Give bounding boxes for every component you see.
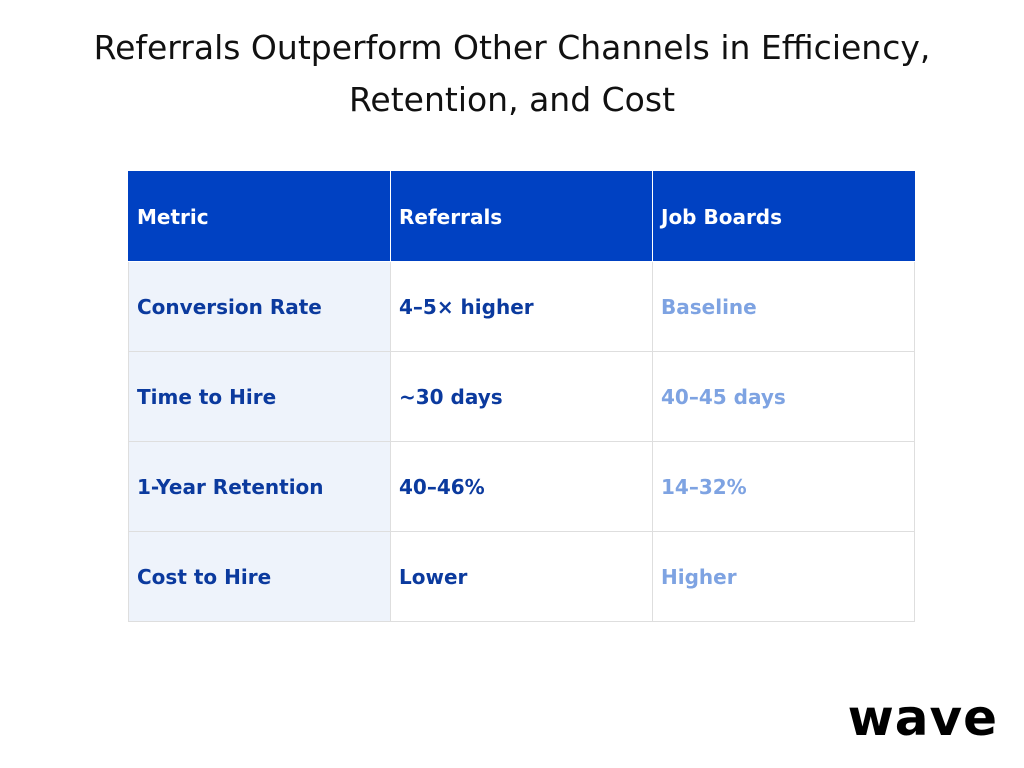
job-boards-cell: Higher — [652, 531, 915, 622]
metric-cell: Cost to Hire — [128, 531, 391, 622]
table-row: Cost to Hire Lower Higher — [128, 531, 915, 622]
referrals-cell: 4–5× higher — [390, 261, 653, 352]
metric-cell: Conversion Rate — [128, 261, 391, 352]
metric-cell: Time to Hire — [128, 351, 391, 442]
table-row: Conversion Rate 4–5× higher Baseline — [128, 261, 915, 352]
table-header-row: Metric Referrals Job Boards — [128, 171, 915, 262]
chart-title: Referrals Outperform Other Channels in E… — [93, 28, 931, 119]
metric-cell: 1-Year Retention — [128, 441, 391, 532]
header-referrals: Referrals — [390, 171, 653, 262]
referrals-cell: 40–46% — [390, 441, 653, 532]
header-metric: Metric — [128, 171, 391, 262]
referrals-cell: ~30 days — [390, 351, 653, 442]
comparison-table: Metric Referrals Job Boards Conversion R… — [128, 171, 915, 622]
job-boards-cell: 14–32% — [652, 441, 915, 532]
table-row: 1-Year Retention 40–46% 14–32% — [128, 441, 915, 532]
job-boards-cell: Baseline — [652, 261, 915, 352]
wave-logo: wave — [847, 689, 998, 747]
header-job-boards: Job Boards — [652, 171, 915, 262]
referrals-cell: Lower — [390, 531, 653, 622]
table-row: Time to Hire ~30 days 40–45 days — [128, 351, 915, 442]
job-boards-cell: 40–45 days — [652, 351, 915, 442]
